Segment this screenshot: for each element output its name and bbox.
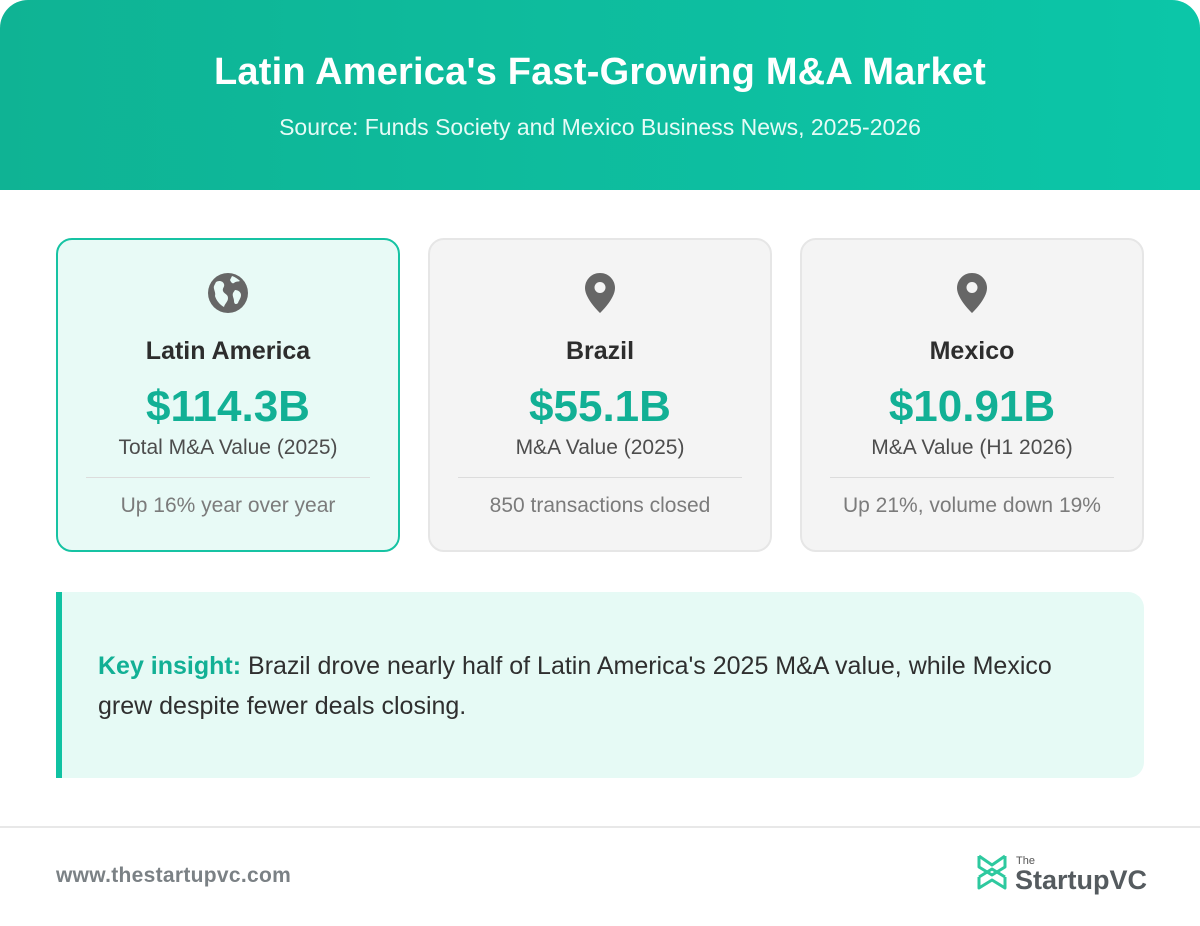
stat-label: Total M&A Value (2025) xyxy=(118,436,338,459)
key-insight-box: Key insight: Brazil drove nearly half of… xyxy=(56,592,1144,778)
logo-the-text: The xyxy=(1016,855,1035,867)
insight-lead: Key insight: xyxy=(98,652,242,680)
stat-value: $114.3B xyxy=(146,382,310,431)
stat-region: Brazil xyxy=(565,337,635,365)
stat-region: Mexico xyxy=(929,337,1015,365)
stat-note: Up 21%, volume down 19% xyxy=(843,494,1101,517)
stat-region: Latin America xyxy=(145,337,311,365)
logo-brand-text: StartupVC xyxy=(1015,865,1148,895)
stat-divider xyxy=(830,477,1114,478)
stat-note: 850 transactions closed xyxy=(489,494,711,517)
logo-mark-icon xyxy=(977,854,1007,890)
stat-card-brazil: Brazil $55.1B M&A Value (2025) 850 trans… xyxy=(428,238,772,552)
map-pin-icon xyxy=(430,272,770,314)
footer-url-link[interactable]: www.thestartupvc.com xyxy=(56,864,292,887)
stat-card-latin-america: Latin America $114.3B Total M&A Value (2… xyxy=(56,238,400,552)
globe-icon xyxy=(58,272,398,314)
footer-divider xyxy=(0,826,1200,828)
insight-paragraph: Key insight: Brazil drove nearly half of… xyxy=(98,646,1104,726)
page-title: Latin America's Fast-Growing M&A Market xyxy=(213,51,987,93)
stat-label: M&A Value (2025) xyxy=(515,436,685,459)
map-pin-icon xyxy=(802,272,1142,314)
stat-card-mexico: Mexico $10.91B M&A Value (H1 2026) Up 21… xyxy=(800,238,1144,552)
stat-value: $10.91B xyxy=(888,382,1056,431)
stat-value: $55.1B xyxy=(529,382,671,431)
stat-note: Up 16% year over year xyxy=(120,494,336,517)
stat-label: M&A Value (H1 2026) xyxy=(871,436,1073,459)
startupvc-logo: The StartupVC xyxy=(975,853,1148,895)
insight-text: Brazil drove nearly half of Latin Americ… xyxy=(98,652,1052,720)
stat-divider xyxy=(458,477,742,478)
stat-divider xyxy=(86,477,370,478)
header-banner: Latin America's Fast-Growing M&A Market … xyxy=(0,0,1200,190)
page-subtitle: Source: Funds Society and Mexico Busines… xyxy=(279,114,921,140)
